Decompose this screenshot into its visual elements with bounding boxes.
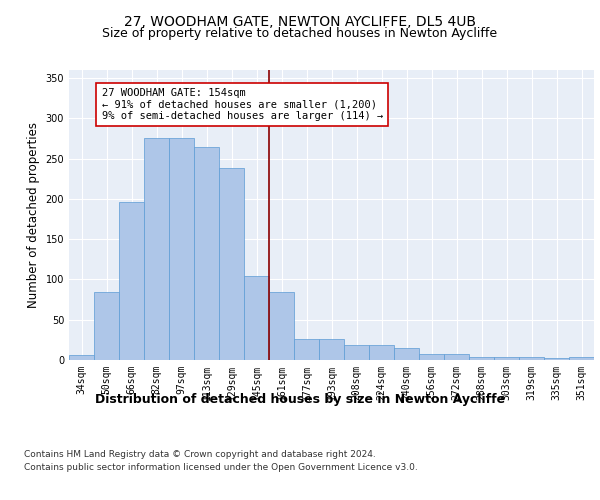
Bar (369, 344, 394, 360)
Bar (294, 339, 319, 360)
Bar (469, 357, 494, 360)
Y-axis label: Number of detached properties: Number of detached properties (27, 122, 40, 308)
Bar (244, 276, 269, 360)
Bar (169, 138, 194, 360)
Text: Size of property relative to detached houses in Newton Aycliffe: Size of property relative to detached ho… (103, 28, 497, 40)
Bar (519, 357, 544, 360)
Text: 27 WOODHAM GATE: 154sqm
← 91% of detached houses are smaller (1,200)
9% of semi-: 27 WOODHAM GATE: 154sqm ← 91% of detache… (101, 88, 383, 121)
Bar (219, 168, 244, 360)
Bar (269, 292, 294, 360)
Bar (319, 339, 344, 360)
Text: Contains public sector information licensed under the Open Government Licence v3: Contains public sector information licen… (24, 462, 418, 471)
Bar (419, 354, 444, 360)
Text: Contains HM Land Registry data © Crown copyright and database right 2024.: Contains HM Land Registry data © Crown c… (24, 450, 376, 459)
Bar (569, 357, 594, 360)
Text: 27, WOODHAM GATE, NEWTON AYCLIFFE, DL5 4UB: 27, WOODHAM GATE, NEWTON AYCLIFFE, DL5 4… (124, 15, 476, 29)
Bar (544, 358, 569, 360)
Bar (119, 202, 144, 360)
Bar (144, 138, 169, 360)
Bar (444, 354, 469, 360)
Bar (394, 348, 419, 360)
Bar (94, 292, 119, 360)
Text: Distribution of detached houses by size in Newton Aycliffe: Distribution of detached houses by size … (95, 392, 505, 406)
Bar (344, 344, 369, 360)
Bar (194, 146, 219, 360)
Bar (69, 355, 94, 360)
Bar (494, 357, 519, 360)
